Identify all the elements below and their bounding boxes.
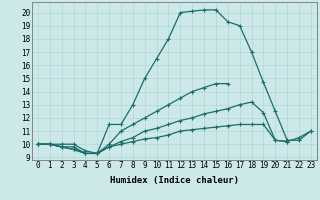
X-axis label: Humidex (Indice chaleur): Humidex (Indice chaleur) xyxy=(110,176,239,185)
